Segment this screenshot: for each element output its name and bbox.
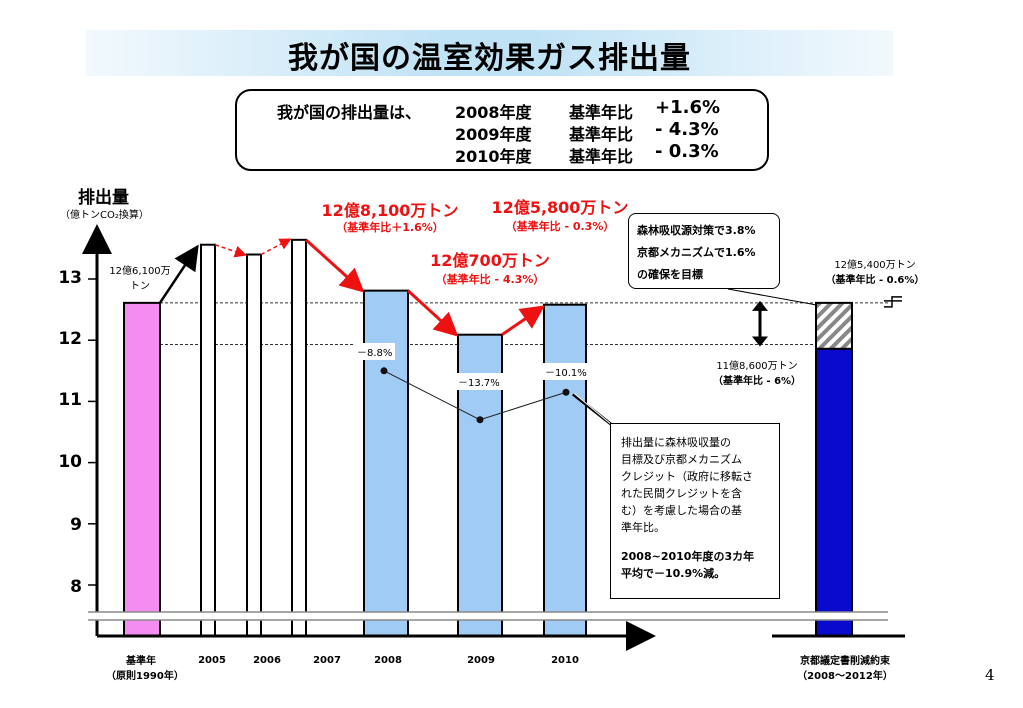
- note-pointer-inner: [573, 392, 613, 426]
- x-label-2006: 2006: [253, 655, 281, 666]
- bar-基準年: [123, 301, 161, 637]
- summary-base-2009: 基準年比: [569, 125, 634, 144]
- annotation-2008-amount: 12億8,100万トン: [321, 201, 459, 220]
- adjusted-line-segment: [479, 391, 567, 421]
- annotation-2008-ratio: （基準年比＋1.6%）: [336, 221, 444, 234]
- x-label-kyoto: 京都議定書削減約束 （2008～2012年）: [797, 656, 893, 682]
- range-arrow-head-up: [752, 300, 768, 311]
- base-annotation: 12億6,100万 トン: [109, 266, 171, 292]
- adjusted-label-2009: －13.7%: [455, 373, 503, 390]
- axis-break-band: [88, 612, 888, 620]
- forest-target-box: 森林吸収源対策で3.8% 京都メカニズムで1.6% の確保を目標: [628, 213, 780, 289]
- summary-box: 我が国の排出量は、 2008年度 基準年比 +1.6% 2009年度 基準年比 …: [235, 89, 769, 171]
- range-arrow-head-down: [752, 336, 768, 347]
- target-bracket: [884, 296, 902, 308]
- y-tick-10: 10: [58, 452, 82, 472]
- summary-label: 我が国の排出量は、: [277, 103, 422, 122]
- summary-value-2009: - 4.3%: [655, 119, 719, 140]
- bar-2005: [200, 243, 216, 637]
- trend-2007-2008: [304, 238, 365, 293]
- annotation-2009-amount: 12億700万トン: [430, 251, 550, 270]
- summary-base-2008: 基準年比: [569, 103, 634, 122]
- trend-2005-2006: [214, 244, 247, 258]
- x-label-2009: 2009: [467, 655, 495, 666]
- summary-base-2010: 基準年比: [569, 147, 634, 166]
- adjusted-label-2010: －10.1%: [542, 363, 590, 380]
- x-label-2007: 2007: [313, 655, 341, 666]
- trend-2008-2009: [406, 289, 459, 337]
- bar-京都議定書削減約束: [815, 347, 853, 637]
- target-top-annotation: 12億5,400万トン （基準年比 - 0.6%）: [825, 260, 925, 286]
- x-label-2005: 2005: [198, 655, 226, 666]
- y-tick-12: 12: [58, 329, 82, 349]
- summary-year-2010: 2010年度: [455, 147, 532, 166]
- page-number: 4: [985, 666, 995, 684]
- bar-2006: [246, 253, 262, 638]
- annotation-2009-ratio: （基準年比 - 4.3%）: [435, 273, 545, 286]
- annotation-2010-amount: 12億5,800万トン: [491, 198, 629, 217]
- y-tick-9: 9: [70, 515, 82, 535]
- summary-value-2008: +1.6%: [655, 97, 721, 118]
- summary-year-2009: 2009年度: [455, 125, 532, 144]
- title-band: [86, 30, 893, 76]
- forest-box-pointer: [727, 288, 817, 306]
- x-label-2010: 2010: [551, 655, 579, 666]
- x-label-base: 基準年 （原則1990年）: [106, 656, 184, 682]
- y-tick-11: 11: [58, 390, 82, 410]
- adjusted-point-2009: [476, 416, 484, 424]
- bar-2007: [291, 238, 307, 637]
- annotation-2010-ratio: （基準年比 - 0.3%）: [505, 220, 615, 233]
- target-hatch: [815, 301, 853, 350]
- trend-2006-2007: [260, 238, 292, 256]
- y-axis-label: 排出量: [78, 188, 129, 208]
- adjusted-label-2008: －8.8%: [354, 343, 396, 360]
- y-tick-8: 8: [70, 577, 82, 597]
- note-box: 排出量に森林吸収量の 目標及び京都メカニズム クレジット（政府に移転さ れた民間…: [610, 423, 780, 599]
- y-tick-13: 13: [58, 268, 82, 288]
- trend-2009-2010: [501, 305, 545, 336]
- adjusted-point-2008: [380, 367, 388, 375]
- x-label-2008: 2008: [374, 655, 402, 666]
- summary-year-2008: 2008年度: [455, 103, 532, 122]
- target-bottom-annotation: 11億8,600万トン （基準年比 - 6%）: [712, 361, 802, 387]
- y-axis-unit: （億トンCO₂換算）: [60, 210, 149, 221]
- base-to-2005-arrow: [158, 244, 199, 304]
- page-title: 我が国の温室効果ガス排出量: [288, 41, 691, 76]
- adjusted-point-2010: [562, 388, 570, 396]
- adjusted-line-segment: [383, 370, 481, 421]
- summary-value-2010: - 0.3%: [655, 141, 719, 162]
- bar-2010: [543, 303, 587, 637]
